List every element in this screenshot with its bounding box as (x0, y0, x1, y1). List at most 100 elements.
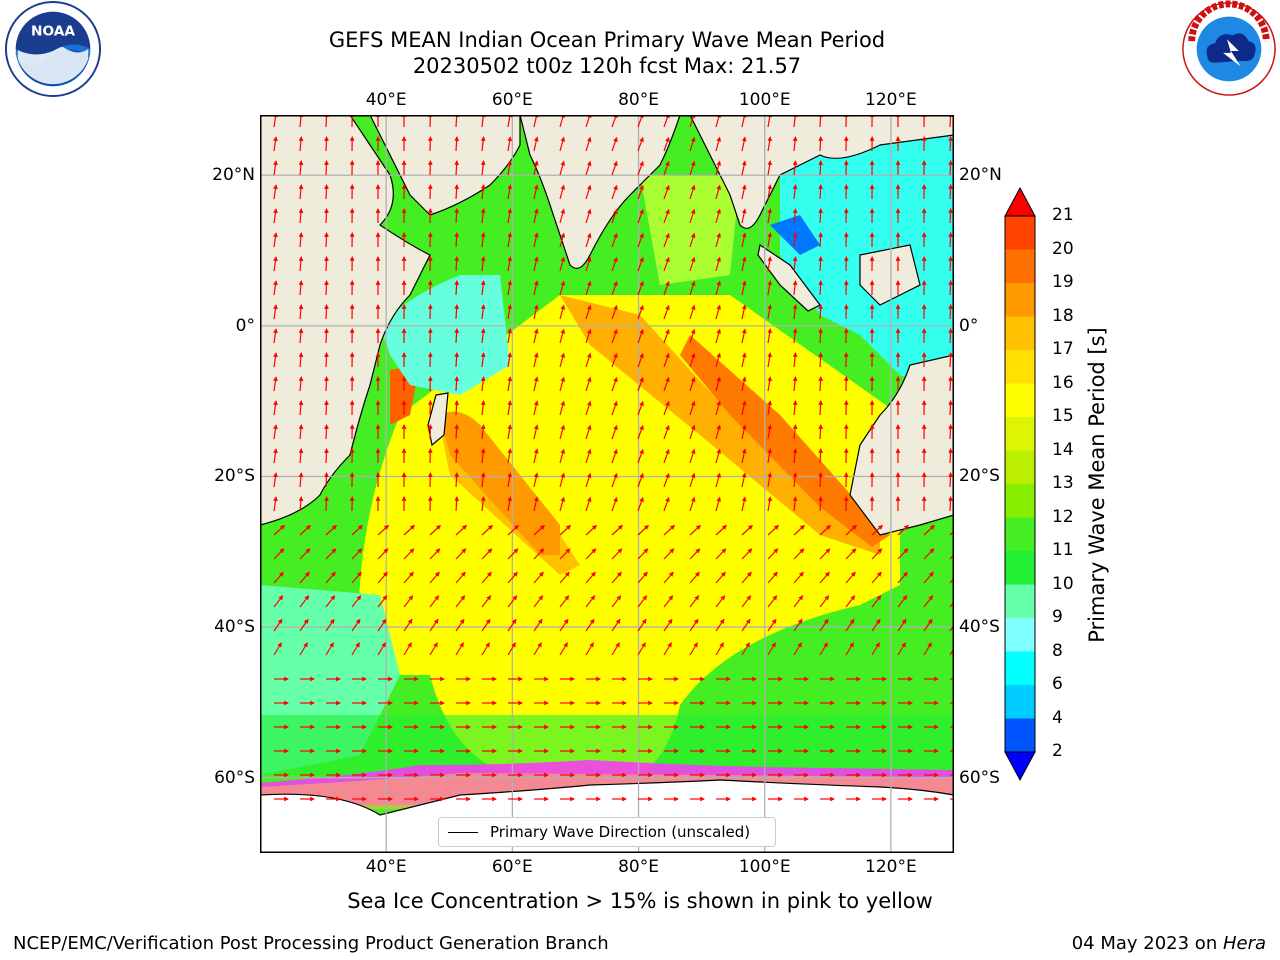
wave-direction-arrow (897, 548, 909, 560)
wave-direction-arrow (454, 472, 460, 488)
wave-direction-arrow (948, 448, 953, 464)
wave-direction-arrow (454, 304, 460, 320)
wave-direction-arrow (298, 160, 304, 176)
wave-direction-arrow (454, 400, 460, 416)
wave-direction-arrow (324, 352, 329, 368)
wave-direction-arrow (689, 280, 696, 296)
wave-direction-arrow (273, 400, 278, 416)
wave-direction-arrow (663, 642, 672, 656)
wave-direction-arrow (533, 424, 539, 440)
wave-direction-arrow (533, 548, 545, 560)
wave-direction-arrow (273, 571, 284, 584)
land-borneo (859, 244, 921, 306)
colorbar-tick-label: 20 (1052, 238, 1074, 259)
wave-direction-arrow (403, 548, 415, 560)
wave-direction-arrow (403, 618, 413, 632)
lon-label-top: 60°E (491, 90, 533, 110)
wave-direction-arrow (818, 280, 823, 296)
wave-direction-arrow (298, 400, 304, 416)
wave-direction-arrow (324, 304, 329, 320)
wave-direction-arrow (948, 280, 953, 296)
wave-direction-arrow (454, 376, 460, 392)
wave-direction-arrow (454, 136, 460, 152)
wave-direction-arrow (585, 280, 592, 296)
wave-direction-arrow (480, 256, 486, 272)
wave-direction-arrow (767, 304, 773, 320)
wave-direction-arrow (481, 642, 490, 656)
wave-direction-arrow (507, 232, 513, 248)
wave-direction-arrow (351, 524, 364, 536)
wave-direction-arrow (948, 472, 953, 488)
wave-direction-arrow (298, 304, 304, 320)
wave-direction-arrow (663, 208, 670, 224)
wave-direction-arrow (948, 328, 953, 344)
colorbar-tick-label: 15 (1052, 406, 1074, 426)
wave-direction-arrow (767, 524, 780, 536)
wave-direction-arrow (611, 208, 618, 224)
wave-direction-arrow (298, 232, 304, 248)
wave-direction-arrow (533, 280, 539, 296)
wave-direction-arrow (715, 352, 721, 368)
wave-direction-arrow (299, 524, 312, 536)
wave-direction-arrow (818, 496, 823, 512)
colorbar-band (1005, 249, 1035, 284)
wave-direction-arrow (923, 571, 934, 584)
wave-direction-arrow (871, 642, 880, 656)
wave-direction-arrow (273, 328, 278, 344)
wave-direction-arrow (298, 352, 304, 368)
wave-direction-arrow (324, 232, 329, 248)
wave-direction-arrow (767, 208, 773, 224)
wave-direction-arrow (689, 184, 696, 200)
wave-direction-arrow (559, 618, 569, 632)
wave-direction-arrow (897, 595, 908, 608)
wave-direction-arrow (507, 424, 513, 440)
wave-direction-arrow (403, 595, 414, 608)
wave-direction-arrow (299, 618, 309, 632)
wave-direction-arrow (741, 472, 747, 488)
wave-direction-arrow (715, 642, 724, 656)
wave-direction-arrow (298, 136, 304, 152)
colorbar-band (1005, 383, 1035, 418)
lat-label-right: 60°S (959, 767, 1000, 788)
wave-direction-arrow (689, 472, 696, 488)
wave-direction-arrow (533, 642, 542, 656)
wave-direction-arrow (793, 618, 803, 632)
wave-direction-arrow (948, 136, 953, 152)
wave-direction-arrow (767, 160, 773, 176)
colorbar-band (1005, 551, 1035, 585)
wave-direction-arrow (818, 208, 823, 224)
wave-direction-arrow (533, 352, 539, 368)
wave-direction-arrow (715, 280, 721, 296)
wave-direction-arrow (897, 642, 906, 656)
wave-direction-arrow (611, 304, 618, 320)
wave-direction-arrow (454, 280, 460, 296)
wave-direction-arrow (273, 352, 278, 368)
wave-direction-arrow (948, 115, 953, 128)
colorbar-tick-label: 4 (1052, 707, 1063, 728)
period-band-19-east (680, 335, 890, 547)
plot-subtitle: 20230502 t00z 120h fcst Max: 21.57 (412, 54, 802, 78)
wave-direction-arrow (792, 256, 798, 272)
wave-direction-arrow (273, 208, 278, 224)
wave-direction-arrow (559, 328, 566, 344)
wave-direction-arrow (793, 595, 804, 608)
colorbar-band (1005, 316, 1035, 351)
lon-label-top: 80°E (618, 90, 659, 110)
wave-direction-arrow (741, 232, 747, 248)
wave-direction-arrow (663, 472, 670, 488)
wave-direction-arrow (324, 280, 329, 296)
wave-direction-arrow (325, 595, 336, 608)
wave-direction-arrow (559, 642, 568, 656)
wave-direction-arrow (715, 618, 725, 632)
wave-direction-arrow (507, 618, 517, 632)
wave-direction-arrow (454, 424, 460, 440)
wave-direction-arrow (741, 352, 747, 368)
wave-direction-arrow (455, 595, 466, 608)
wave-direction-arrow (715, 136, 721, 152)
wave-direction-arrow (559, 571, 570, 584)
wave-direction-arrow (324, 424, 329, 440)
wave-direction-arrow (481, 595, 492, 608)
wave-direction-arrow (611, 280, 618, 296)
wave-direction-arrow (767, 642, 776, 656)
colorbar-band (1005, 618, 1035, 652)
